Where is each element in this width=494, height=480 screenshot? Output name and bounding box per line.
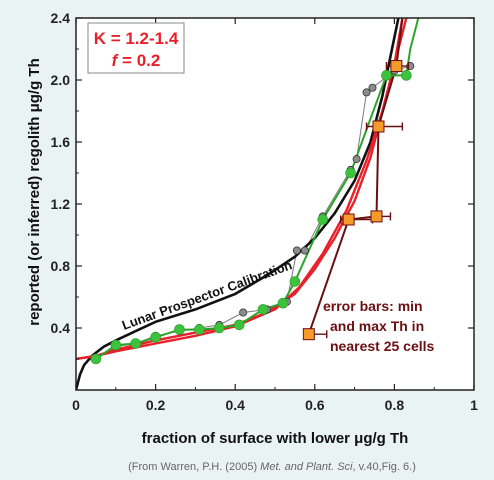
y-tick-label: 2.0 — [51, 72, 71, 88]
x-tick-label: 0.6 — [305, 397, 325, 413]
error-series-line — [307, 18, 404, 335]
orange-marker — [370, 210, 383, 223]
green-marker — [289, 276, 301, 287]
parameter-k: K = 1.2-1.4 — [94, 29, 179, 48]
gray-marker — [300, 246, 309, 255]
x-tick-label: 1 — [470, 397, 478, 413]
orange-marker — [302, 328, 315, 341]
x-tick-label: 0 — [72, 397, 80, 413]
parameter-f-symbol: f — [112, 51, 120, 70]
green-marker — [381, 70, 392, 81]
green-marker — [130, 338, 141, 349]
green-marker — [110, 339, 122, 351]
y-axis-title: reported (or inferred) regolith μg/g Th — [26, 58, 43, 326]
y-tick-label: 0.4 — [51, 320, 71, 336]
credit-suffix: , v.40,Fig. 6.) — [353, 461, 416, 473]
x-tick-label: 0.2 — [146, 397, 166, 413]
error-note-line1: error bars: min — [323, 298, 423, 314]
error-note-line2: and max Th in — [330, 318, 424, 334]
gray-marker — [292, 246, 301, 255]
plot-area — [76, 18, 474, 390]
orange-marker — [342, 213, 355, 226]
y-tick-label: 0.8 — [51, 258, 71, 274]
green-marker — [257, 304, 269, 315]
orange-marker — [390, 60, 403, 73]
green-marker — [345, 167, 356, 179]
green-marker — [233, 319, 245, 331]
x-axis-title: fraction of surface with lower μg/g Th — [142, 430, 409, 447]
green-marker — [317, 214, 329, 225]
y-tick-label: 2.4 — [51, 10, 71, 26]
parameter-box — [87, 22, 185, 74]
gray-marker — [352, 155, 361, 164]
green-marker — [174, 324, 185, 335]
green-marker — [194, 324, 205, 335]
green-marker — [90, 353, 102, 365]
green-marker — [213, 322, 225, 334]
green-marker — [277, 297, 289, 309]
gray-marker — [239, 308, 248, 317]
credit-prefix: (From Warren, P.H. (2005) — [128, 461, 260, 473]
series-layer — [76, 18, 420, 390]
y-tick-label: 1.6 — [51, 134, 71, 150]
error-note-line3: nearest 25 cells — [330, 338, 435, 354]
ticks-layer: 0 0.2 0.4 0.6 0.8 1 0.4 0.8 1.2 1.6 2.0 2.4 — [51, 10, 479, 413]
x-tick-label: 0.4 — [225, 397, 245, 413]
parameter-f-value: = 0.2 — [117, 51, 160, 70]
parameter-f: f = 0.2 — [112, 51, 161, 70]
gray-marker — [362, 88, 371, 97]
source-credit: (From Warren, P.H. (2005) Met. and Plant… — [128, 461, 416, 473]
x-tick-label: 0.8 — [385, 397, 405, 413]
green-marker — [401, 70, 412, 81]
y-tick-label: 1.2 — [51, 196, 71, 212]
orange-marker — [372, 120, 385, 133]
gray-marker — [368, 83, 377, 92]
credit-journal: Met. and Plant. Sci — [260, 461, 353, 473]
green-marker — [150, 331, 161, 343]
